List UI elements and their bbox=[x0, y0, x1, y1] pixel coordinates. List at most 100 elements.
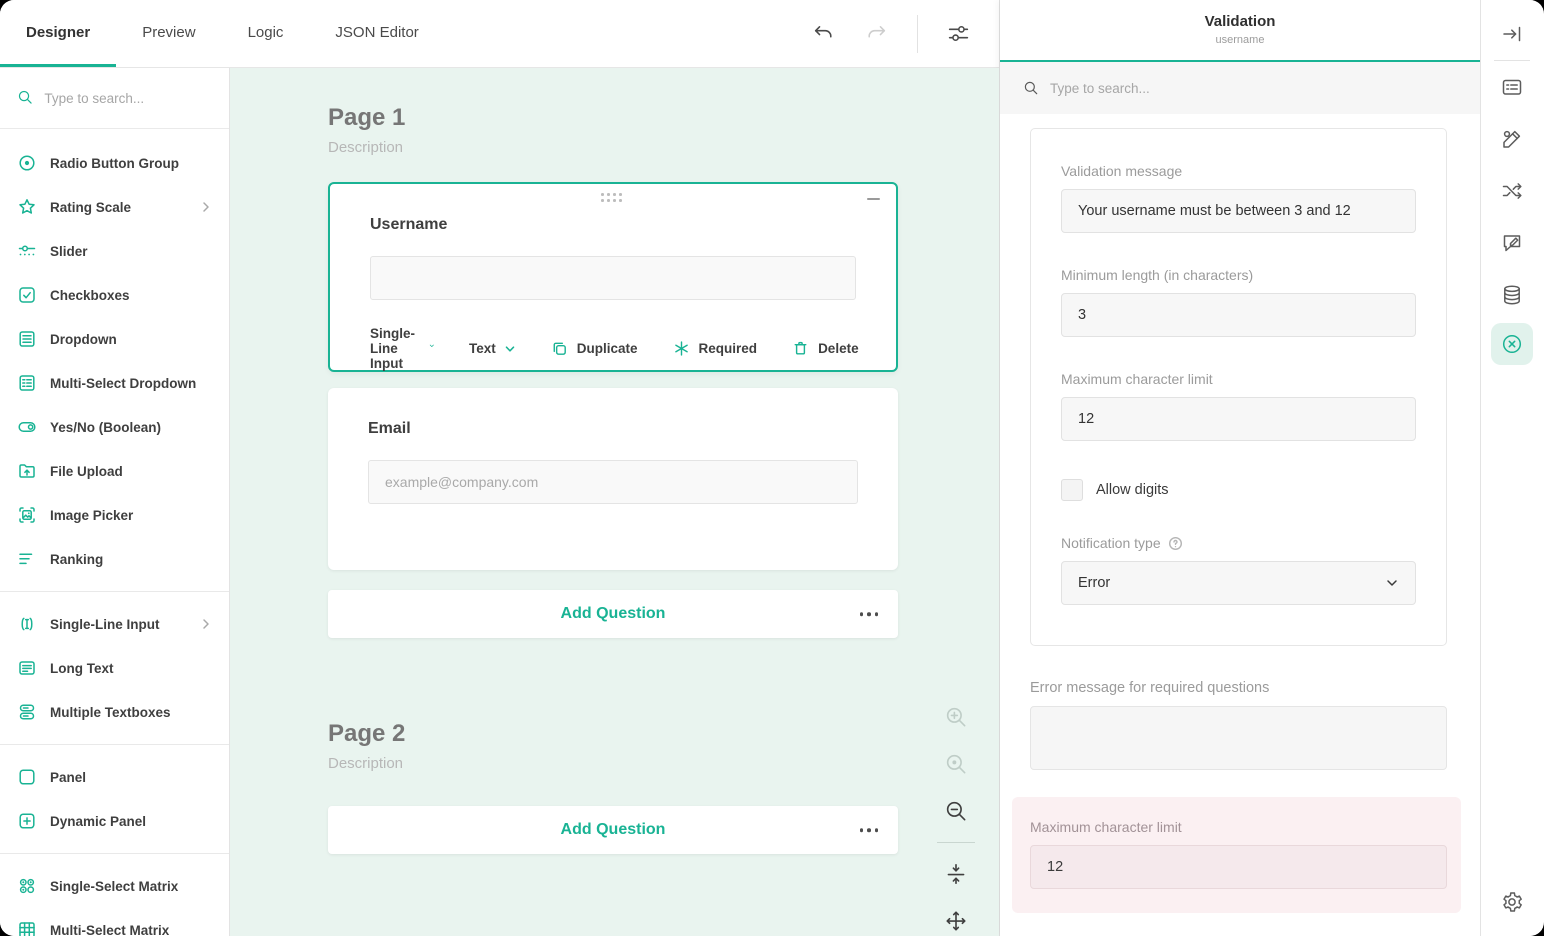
property-panel-subtitle: username bbox=[1215, 34, 1265, 46]
toolbox-item-dropdown[interactable]: Dropdown bbox=[0, 317, 229, 361]
max-length-highlighted-label: Maximum character limit bbox=[1030, 819, 1182, 835]
question-title[interactable]: Email bbox=[368, 420, 411, 437]
question-card-username[interactable]: Username Single-Line Input Text bbox=[328, 182, 898, 372]
add-question-button-page-2[interactable]: Add Question bbox=[328, 806, 898, 854]
validation-message-input[interactable] bbox=[1061, 189, 1416, 233]
zoom-out-icon[interactable] bbox=[943, 798, 969, 824]
toolbox-item-panel[interactable]: Panel bbox=[0, 755, 229, 799]
collapse-panel-icon[interactable] bbox=[1500, 22, 1524, 46]
tab-designer[interactable]: Designer bbox=[0, 0, 117, 67]
required-error-label: Error message for required questions bbox=[1030, 680, 1270, 696]
comment-icon[interactable] bbox=[1500, 231, 1524, 255]
allow-digits-checkbox[interactable] bbox=[1061, 479, 1083, 501]
add-question-more-icon[interactable] bbox=[859, 828, 878, 832]
duplicate-button[interactable]: Duplicate bbox=[550, 339, 638, 358]
main-column: Designer Preview Logic JSON Editor bbox=[0, 0, 1000, 936]
drag-handle-icon[interactable] bbox=[601, 193, 625, 205]
toolbox-item-multi-select-matrix[interactable]: Multi-Select Matrix bbox=[0, 908, 229, 936]
toolbox-item-boolean[interactable]: Yes/No (Boolean) bbox=[0, 405, 229, 449]
multi-select-dropdown-icon bbox=[17, 373, 37, 393]
toolbox-item-rating-scale[interactable]: Rating Scale bbox=[0, 185, 229, 229]
required-error-section: Error message for required questions bbox=[1030, 680, 1447, 775]
add-question-more-icon[interactable] bbox=[859, 612, 878, 616]
toolbox-item-multiple-textboxes[interactable]: Multiple Textboxes bbox=[0, 690, 229, 734]
property-search-input[interactable] bbox=[1049, 80, 1457, 96]
toolbox-item-dynamic-panel[interactable]: Dynamic Panel bbox=[0, 799, 229, 843]
zoom-actual-size-icon[interactable] bbox=[943, 751, 969, 777]
info-icon[interactable] bbox=[1168, 536, 1183, 551]
validation-category-selected[interactable] bbox=[1491, 323, 1533, 365]
username-question-input[interactable] bbox=[370, 256, 856, 300]
tab-logic[interactable]: Logic bbox=[247, 23, 284, 41]
single-line-input-icon bbox=[17, 614, 37, 634]
collapse-question-icon[interactable] bbox=[867, 198, 880, 200]
page-1-description[interactable]: Description bbox=[328, 139, 404, 156]
toolbox-search-input[interactable] bbox=[44, 90, 212, 106]
drag-pan-icon[interactable] bbox=[943, 908, 969, 934]
search-icon bbox=[1023, 80, 1039, 97]
file-upload-icon bbox=[17, 461, 37, 481]
property-category-rail bbox=[1481, 0, 1543, 936]
appearance-icon[interactable] bbox=[1500, 127, 1524, 151]
page-1-title[interactable]: Page 1 bbox=[328, 104, 406, 131]
required-error-textarea[interactable] bbox=[1030, 706, 1447, 770]
toolbox-item-ranking[interactable]: Ranking bbox=[0, 537, 229, 581]
delete-button[interactable]: Delete bbox=[791, 339, 859, 358]
validation-icon bbox=[1500, 332, 1524, 356]
toolbox-item-multi-select-dropdown[interactable]: Multi-Select Dropdown bbox=[0, 361, 229, 405]
question-card-email[interactable]: Email bbox=[328, 388, 898, 570]
undo-icon[interactable] bbox=[811, 21, 836, 46]
chevron-right-icon bbox=[200, 201, 212, 213]
property-search[interactable] bbox=[1000, 62, 1480, 114]
canvas-controls-divider bbox=[937, 842, 975, 843]
collapse-all-icon[interactable] bbox=[943, 861, 969, 887]
toolbox-item-single-select-matrix[interactable]: Single-Select Matrix bbox=[0, 864, 229, 908]
notification-type-label: Notification type bbox=[1061, 535, 1416, 551]
add-question-button-page-1[interactable]: Add Question bbox=[328, 590, 898, 638]
email-question-input[interactable] bbox=[368, 460, 858, 504]
redo-icon[interactable] bbox=[864, 21, 889, 46]
input-type-select[interactable]: Text bbox=[469, 341, 516, 356]
page-2-description[interactable]: Description bbox=[328, 755, 404, 772]
toolbox-item-checkboxes[interactable]: Checkboxes bbox=[0, 273, 229, 317]
toolbox-search[interactable] bbox=[0, 68, 229, 129]
question-title[interactable]: Username bbox=[370, 216, 448, 233]
toolbox-item-slider[interactable]: Slider bbox=[0, 229, 229, 273]
toolbox-item-image-picker[interactable]: Image Picker bbox=[0, 493, 229, 537]
dropdown-icon bbox=[17, 329, 37, 349]
notification-type-select[interactable]: Error bbox=[1061, 561, 1416, 605]
zoom-in-icon[interactable] bbox=[943, 704, 969, 730]
tab-json-editor[interactable]: JSON Editor bbox=[335, 23, 419, 41]
top-tab-bar: Designer Preview Logic JSON Editor bbox=[0, 0, 999, 68]
toolbox-divider bbox=[0, 744, 229, 745]
general-icon[interactable] bbox=[1500, 75, 1524, 99]
search-icon bbox=[17, 89, 33, 108]
design-canvas: Page 1 Description Username Single-Line … bbox=[230, 68, 999, 936]
toolbox-item-radio-button-group[interactable]: Radio Button Group bbox=[0, 141, 229, 185]
settings-sliders-icon[interactable] bbox=[946, 21, 971, 46]
image-picker-icon bbox=[17, 505, 37, 525]
max-length-highlighted-input[interactable] bbox=[1030, 845, 1447, 889]
max-length-highlighted-section: Maximum character limit bbox=[1012, 797, 1461, 913]
allow-digits-row: Allow digits bbox=[1061, 479, 1416, 501]
ranking-icon bbox=[17, 549, 37, 569]
toolbox-item-single-line-input[interactable]: Single-Line Input bbox=[0, 602, 229, 646]
required-toggle[interactable]: Required bbox=[672, 339, 757, 358]
body-row: Radio Button Group Rating Scale Slider C… bbox=[0, 68, 999, 936]
min-length-input[interactable] bbox=[1061, 293, 1416, 337]
settings-gear-icon[interactable] bbox=[1500, 890, 1524, 914]
logic-icon[interactable] bbox=[1500, 179, 1524, 203]
chevron-down-icon bbox=[1385, 576, 1399, 590]
duplicate-icon bbox=[550, 339, 569, 358]
chevron-down-icon bbox=[429, 343, 435, 355]
chevron-right-icon bbox=[200, 618, 212, 630]
tab-preview[interactable]: Preview bbox=[142, 23, 196, 41]
data-icon[interactable] bbox=[1500, 283, 1524, 307]
page-2-block: Page 2 Description Add Question bbox=[328, 720, 999, 854]
toolbox-item-long-text[interactable]: Long Text bbox=[0, 646, 229, 690]
question-type-select[interactable]: Single-Line Input bbox=[370, 326, 435, 371]
toolbox-item-file-upload[interactable]: File Upload bbox=[0, 449, 229, 493]
page-2-title[interactable]: Page 2 bbox=[328, 720, 406, 747]
max-length-input[interactable] bbox=[1061, 397, 1416, 441]
panel-icon bbox=[17, 767, 37, 787]
